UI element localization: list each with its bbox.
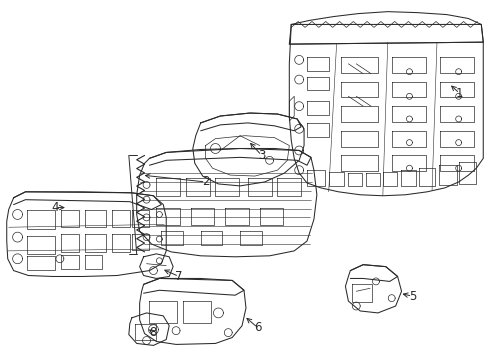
Text: 2: 2 xyxy=(202,175,209,189)
Text: 1: 1 xyxy=(456,87,464,100)
Text: 5: 5 xyxy=(409,290,416,303)
Text: 8: 8 xyxy=(150,326,157,339)
Text: 3: 3 xyxy=(258,149,266,162)
Text: 4: 4 xyxy=(51,201,59,214)
Text: 6: 6 xyxy=(254,321,262,334)
Text: 7: 7 xyxy=(175,270,183,283)
